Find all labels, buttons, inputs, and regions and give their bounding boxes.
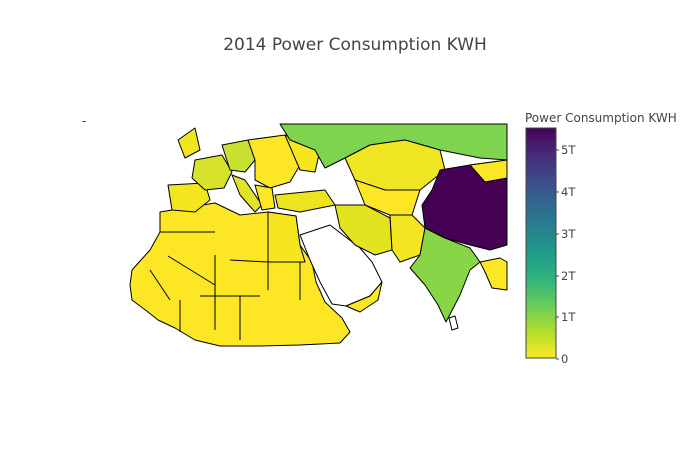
colorbar-tick-label: 3T (561, 227, 576, 241)
colorbar-tick-label: 0 (561, 352, 568, 366)
region-turkey[interactable] (274, 189, 336, 213)
region-sri-lanka[interactable] (448, 315, 459, 331)
region-mongolia[interactable] (469, 159, 508, 183)
region-southeast-asia[interactable] (479, 257, 508, 291)
region-france[interactable] (191, 154, 233, 191)
region-oman-yemen[interactable] (345, 281, 383, 313)
colorbar-ticks: 5T 4T 3T 2T 1T 0 (556, 143, 576, 366)
colorbar-title: Power Consumption KWH (525, 111, 677, 125)
colorbar-tick-label: 4T (561, 185, 576, 199)
chart-title: 2014 Power Consumption KWH (223, 35, 487, 55)
map-area (129, 123, 508, 347)
region-egypt[interactable] (267, 211, 306, 263)
colorbar-tick-label: 2T (561, 269, 576, 283)
colorbar-tick-label: 5T (561, 143, 576, 157)
region-india[interactable] (409, 227, 481, 323)
region-greece-balkans[interactable] (254, 184, 276, 211)
region-germany[interactable] (221, 139, 256, 173)
region-iran[interactable] (334, 204, 393, 256)
region-italy[interactable] (231, 174, 263, 213)
colorbar[interactable] (525, 127, 557, 359)
colorbar-tick-label: 1T (561, 310, 576, 324)
stray-dash-mark: - (82, 114, 86, 128)
region-uk[interactable] (177, 127, 201, 159)
